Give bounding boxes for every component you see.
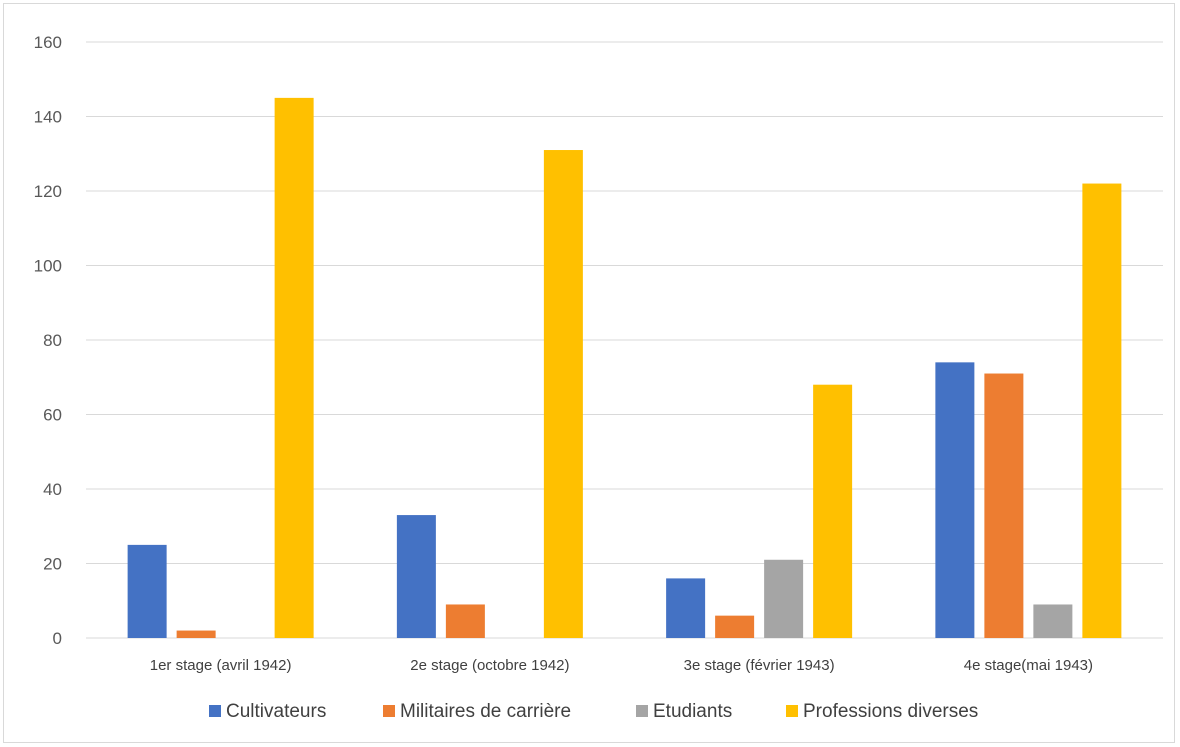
- bar-cultivateurs: [396, 515, 436, 638]
- gridlines: [86, 41, 1163, 639]
- x-tick-label: 3e stage (février 1943): [684, 657, 835, 674]
- bar-professions-diverses: [274, 97, 314, 638]
- legend-swatch: [209, 705, 221, 717]
- y-tick-label: 20: [43, 555, 62, 574]
- x-tick-label: 1er stage (avril 1942): [150, 657, 292, 674]
- bar-etudiants: [764, 559, 804, 638]
- bar-professions-diverses: [1082, 183, 1122, 639]
- bar-professions-diverses: [543, 150, 583, 638]
- legend-label: Etudiants: [653, 701, 732, 722]
- bar-professions-diverses: [813, 384, 853, 638]
- bar-militaires-de-carri-re: [715, 615, 755, 638]
- y-tick-label: 160: [34, 33, 62, 52]
- x-tick-label: 4e stage(mai 1943): [964, 657, 1093, 674]
- y-tick-label: 100: [34, 257, 62, 276]
- y-tick-label: 40: [43, 480, 62, 499]
- legend-label: Cultivateurs: [226, 701, 326, 722]
- bar-militaires-de-carri-re: [176, 630, 216, 638]
- y-tick-label: 0: [53, 629, 62, 648]
- bar-cultivateurs: [935, 362, 975, 638]
- y-tick-label: 80: [43, 331, 62, 350]
- y-tick-label: 140: [34, 108, 62, 127]
- legend-label: Professions diverses: [803, 701, 978, 722]
- bars: [127, 97, 1122, 639]
- y-tick-label: 120: [34, 182, 62, 201]
- bar-etudiants: [1033, 604, 1073, 638]
- bar-militaires-de-carri-re: [445, 604, 485, 638]
- x-tick-label: 2e stage (octobre 1942): [410, 657, 569, 674]
- legend-swatch: [786, 705, 798, 717]
- chart-frame: [3, 3, 1175, 743]
- bar-cultivateurs: [666, 578, 706, 638]
- bar-militaires-de-carri-re: [984, 373, 1024, 638]
- x-axis-ticks: 1er stage (avril 1942) 2e stage (octobre …: [150, 657, 1093, 674]
- bar-cultivateurs: [127, 544, 167, 638]
- legend-swatch: [383, 705, 395, 717]
- legend: Cultivateurs Militaires de carrière Etudia…: [209, 701, 978, 722]
- legend-label: Militaires de carrière: [400, 701, 571, 722]
- y-tick-label: 60: [43, 406, 62, 425]
- legend-swatch: [636, 705, 648, 717]
- y-axis-ticks: 0 20 40 60 80 100 120 140 160: [34, 33, 62, 648]
